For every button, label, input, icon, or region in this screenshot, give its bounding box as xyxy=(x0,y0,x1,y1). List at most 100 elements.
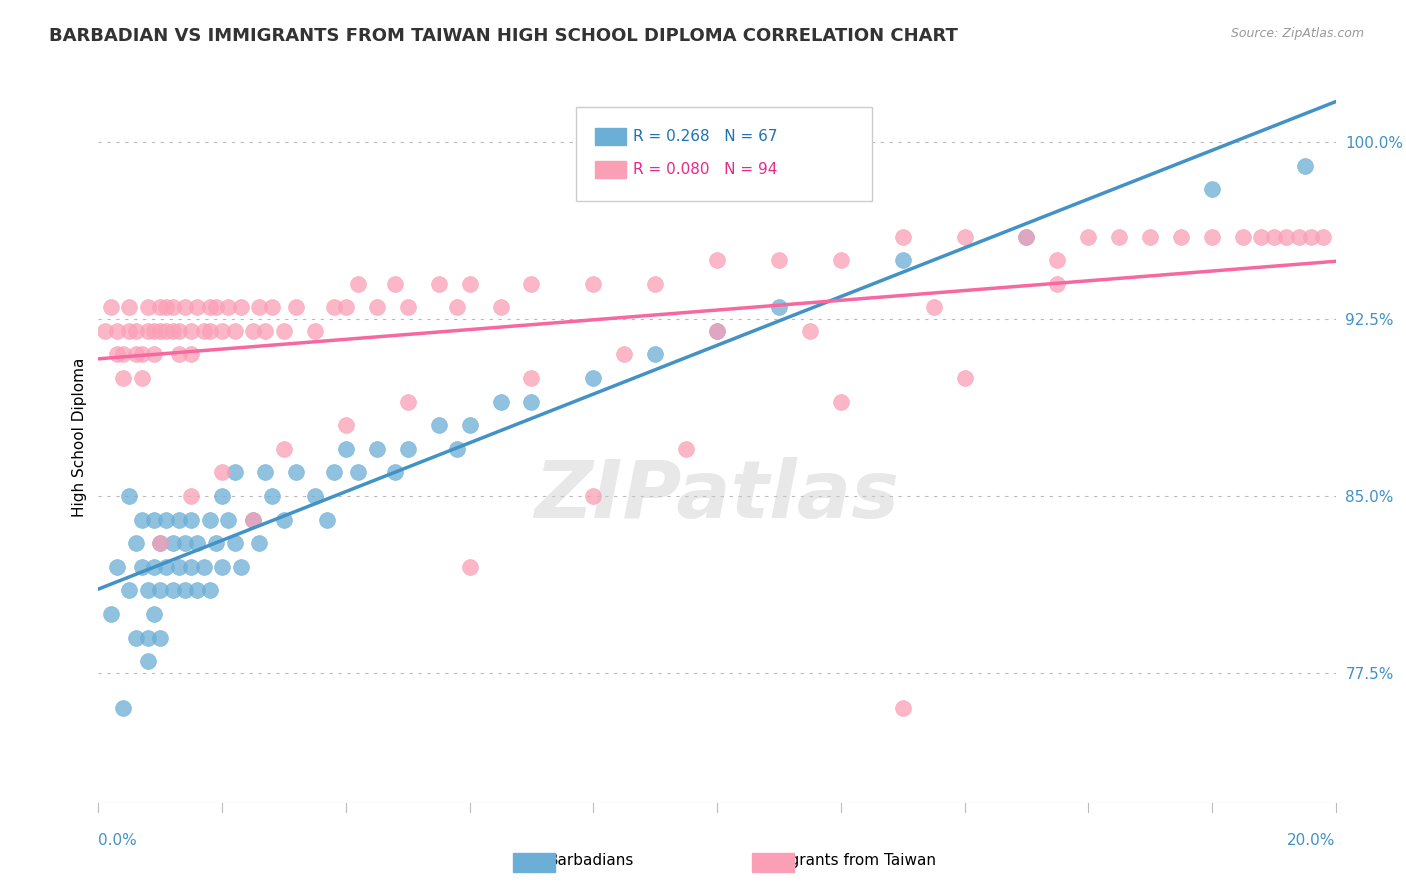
Point xyxy=(1312,229,1334,244)
Point xyxy=(211,559,233,574)
Text: R = 0.080   N = 94: R = 0.080 N = 94 xyxy=(633,162,778,177)
Point xyxy=(489,301,512,315)
Point xyxy=(335,442,357,456)
Point xyxy=(458,277,481,291)
Point xyxy=(1139,229,1161,244)
Point xyxy=(322,301,344,315)
Point xyxy=(224,324,246,338)
Point xyxy=(149,324,172,338)
Point xyxy=(205,536,228,550)
Point xyxy=(613,347,636,361)
Text: ZIPatlas: ZIPatlas xyxy=(534,457,900,534)
Point xyxy=(1015,229,1038,244)
Point xyxy=(205,301,228,315)
Point xyxy=(105,559,128,574)
Point xyxy=(260,301,283,315)
Point xyxy=(1250,229,1272,244)
Point xyxy=(167,324,190,338)
Point xyxy=(247,536,270,550)
Point xyxy=(100,607,122,621)
Point xyxy=(427,277,450,291)
Point xyxy=(118,324,141,338)
Point xyxy=(211,466,233,480)
Point xyxy=(254,324,277,338)
Point xyxy=(131,513,153,527)
Point xyxy=(347,466,370,480)
Point xyxy=(1201,229,1223,244)
Point xyxy=(458,559,481,574)
Point xyxy=(891,229,914,244)
Point xyxy=(273,513,295,527)
Point xyxy=(582,489,605,503)
Point xyxy=(384,466,406,480)
Point xyxy=(131,559,153,574)
Point xyxy=(224,466,246,480)
Point xyxy=(112,371,135,385)
Point xyxy=(1046,277,1069,291)
Point xyxy=(124,536,146,550)
Point xyxy=(180,513,202,527)
Point xyxy=(155,513,177,527)
Point xyxy=(162,583,184,598)
Point xyxy=(1201,182,1223,196)
Point xyxy=(254,466,277,480)
Point xyxy=(446,301,468,315)
Point xyxy=(143,513,166,527)
Point xyxy=(366,301,388,315)
Point xyxy=(162,301,184,315)
Point xyxy=(149,301,172,315)
Point xyxy=(198,513,221,527)
Point xyxy=(167,347,190,361)
Point xyxy=(149,536,172,550)
Point xyxy=(273,324,295,338)
Point xyxy=(242,513,264,527)
Point xyxy=(136,324,159,338)
Point xyxy=(304,489,326,503)
Point xyxy=(322,466,344,480)
Point xyxy=(396,301,419,315)
Point xyxy=(347,277,370,291)
Point xyxy=(149,536,172,550)
Point xyxy=(260,489,283,503)
Point xyxy=(520,394,543,409)
Point xyxy=(193,324,215,338)
Point xyxy=(149,631,172,645)
Point xyxy=(143,559,166,574)
Point xyxy=(136,583,159,598)
Point xyxy=(136,654,159,668)
Point xyxy=(118,301,141,315)
Point xyxy=(644,347,666,361)
Point xyxy=(174,536,197,550)
Point xyxy=(174,583,197,598)
Point xyxy=(118,583,141,598)
Text: Barbadians: Barbadians xyxy=(547,854,634,868)
Point xyxy=(335,418,357,433)
Point xyxy=(335,301,357,315)
Point xyxy=(198,301,221,315)
Point xyxy=(768,253,790,268)
Point xyxy=(830,394,852,409)
Point xyxy=(112,701,135,715)
Point xyxy=(229,301,252,315)
Point xyxy=(124,324,146,338)
Point xyxy=(124,347,146,361)
Point xyxy=(167,559,190,574)
Point xyxy=(285,466,308,480)
Point xyxy=(124,631,146,645)
Text: BARBADIAN VS IMMIGRANTS FROM TAIWAN HIGH SCHOOL DIPLOMA CORRELATION CHART: BARBADIAN VS IMMIGRANTS FROM TAIWAN HIGH… xyxy=(49,27,957,45)
Point xyxy=(316,513,339,527)
Point xyxy=(136,301,159,315)
Point xyxy=(891,701,914,715)
Point xyxy=(1046,253,1069,268)
Point xyxy=(1015,229,1038,244)
Point xyxy=(706,253,728,268)
Point xyxy=(186,301,208,315)
Point xyxy=(644,277,666,291)
Point xyxy=(193,559,215,574)
Point xyxy=(953,229,976,244)
Point xyxy=(1288,229,1310,244)
Point xyxy=(366,442,388,456)
Point xyxy=(1232,229,1254,244)
Point xyxy=(180,324,202,338)
Point xyxy=(1263,229,1285,244)
